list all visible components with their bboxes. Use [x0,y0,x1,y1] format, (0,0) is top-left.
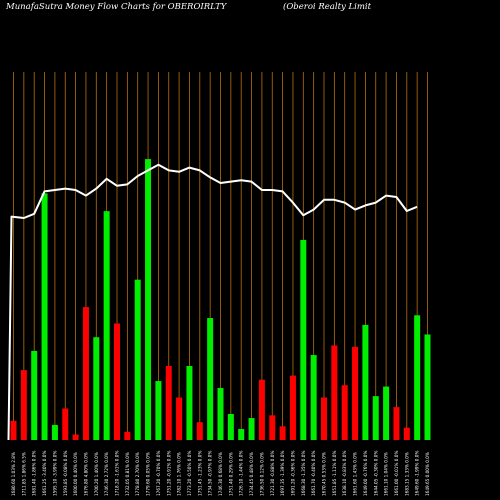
x-tick-label: 1751.40 0.29% 0.0% [228,452,233,496]
x-tick-label: 1649.60 -1.99% 0.0% [415,451,420,496]
x-tick-label: 1736.50 0.12% 0.0% [259,452,264,496]
money-flow-bar [155,381,162,440]
x-tick-label: 1676.80 4.80% 0.0% [83,452,88,496]
x-tick-label: 1734.45 0.48% 0.0% [249,452,254,496]
x-tick-label: 1661.25 -3.40% 0.0% [42,451,47,496]
x-tick-label: 1746.30 0.68% 0.0% [218,452,223,496]
x-tick-label: 1726.10 -1.44% 0.0% [239,451,244,496]
money-flow-bar [227,413,234,440]
money-flow-bar [238,429,245,440]
x-tick-label: 1773.20 -0.50% 0.0% [187,451,192,496]
money-flow-bar [362,324,369,440]
x-tick-label: 1751.20 -0.91% 0.0% [166,451,171,496]
x-tick-label: 1681.40 -1.86% 0.0% [32,451,37,496]
money-flow-bar [124,431,131,440]
money-flow-bar [145,159,152,440]
price-line [7,163,418,441]
money-flow-bar [217,387,224,440]
money-flow-bar [82,307,89,440]
x-tick-label: 1697.35 -1.39% 0.0% [280,451,285,496]
x-tick-label: 1661.00 -0.01% 0.0% [394,451,399,496]
money-flow-bar [424,334,431,440]
x-tick-label: 1595.10 -3.99% 0.0% [52,451,57,496]
x-tick-label: 1721.30 -0.88% 0.0% [270,451,275,496]
money-flow-bar [186,366,193,440]
x-tick-label: 1746.30 2.72% 0.0% [104,452,109,496]
x-tick-label: 1778.80 2.70% 0.0% [135,452,140,496]
money-flow-bar [310,355,317,440]
money-flow-bar [51,424,58,440]
money-flow-bar [258,379,265,440]
money-flow-bar [331,345,338,440]
money-flow-bar [31,350,38,440]
x-tick-label: 1593.85 -0.08% 0.0% [63,451,68,496]
x-tick-label: 1680.60 1.03% 2.8% [11,452,16,496]
x-tick-label: 1700.20 1.40% 0.0% [94,452,99,496]
x-tick-label: 1691.20 -0.36% 0.0% [290,451,295,496]
x-tick-label: 1734.50 -0.97% 0.0% [208,451,213,496]
money-flow-bar [393,407,400,440]
money-flow-bar [207,318,214,440]
money-flow-bar [269,415,276,440]
money-flow-bar [403,427,410,440]
x-tick-label: 1732.05 0.81% 0.0% [125,452,130,496]
x-tick-label: 1644.05 -0.30% 0.0% [373,451,378,496]
x-tick-label: 1668.30 -1.35% 0.0% [301,451,306,496]
money-flow-bar [93,337,100,440]
money-flow-bar [165,366,172,440]
money-flow-bar [248,418,255,440]
money-flow-bar [72,434,79,440]
money-flow-bar [289,375,296,440]
x-tick-label: 1718.20 -1.61% 0.0% [115,451,120,496]
money-flow-bar [352,346,359,440]
x-tick-label: 1649.65 0.00% 0.0% [425,452,430,496]
money-flow-bar [41,193,48,440]
x-tick-label: 1670.45 0.53% 0.0% [322,452,327,496]
x-tick-label: 1649.00 -0.76% 0.0% [363,451,368,496]
money-flow-bar [103,211,110,440]
money-flow-bar [279,426,286,440]
x-tick-label: 1651.85 -1.11% 0.0% [332,451,337,496]
x-tick-label: 1751.45 -1.23% 0.0% [197,451,202,496]
money-flow-bar [414,315,421,440]
x-tick-label: 1661.60 1.43% 0.0% [353,452,358,496]
x-tick-label: 1600.00 0.40% 0.0% [73,452,78,496]
chart-title: MunafaSutra Money Flow Charts for OBEROI… [6,2,227,12]
chart-subtitle: (Oberoi Realty Limit [283,2,372,12]
money-flow-bar [10,420,17,440]
money-flow-bar [20,370,27,440]
x-tick-label: 1683.15 1.33% 0.0% [404,452,409,496]
money-flow-bar [383,386,390,440]
x-tick-label: 1661.70 -0.40% 0.0% [311,451,316,496]
x-tick-label: 1782.10 1.76% 0.0% [177,452,182,496]
money-flow-bar [321,397,327,440]
money-flow-bar [176,397,183,440]
x-tick-label: 1711.85 1.86% 6.5% [21,452,26,496]
money-flow-bar [114,323,120,440]
x-tick-label: 1779.60 0.05% 0.0% [146,452,151,496]
x-tick-label: 1638.10 -0.83% 0.0% [342,451,347,496]
money-flow-bar [372,396,379,440]
money-flow-bar [62,408,69,440]
money-flow-bar [300,239,307,440]
money-flow-bar [134,279,141,440]
x-tick-label: 1767.20 -0.70% 0.0% [156,451,161,496]
x-tick-label: 1661.10 1.04% 0.0% [384,452,389,496]
money-flow-bar [196,422,203,440]
money-flow-bar [341,385,348,440]
